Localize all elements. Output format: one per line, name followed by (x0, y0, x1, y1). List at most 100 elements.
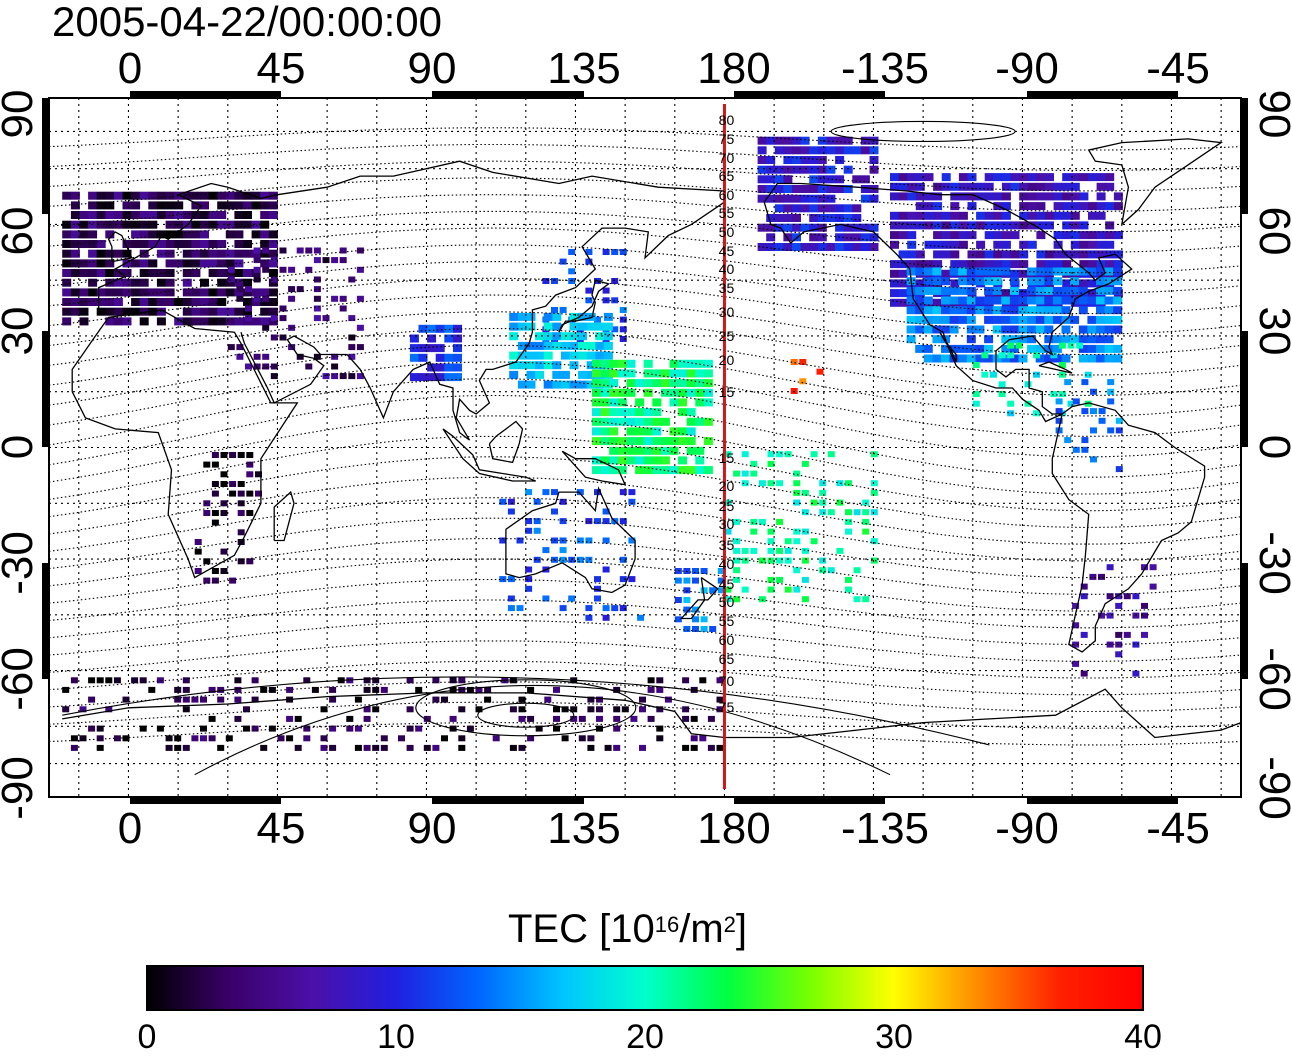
tec-cell (234, 220, 244, 229)
tec-cell (958, 296, 968, 305)
tec-cell (595, 341, 605, 350)
tec-cell (716, 677, 724, 684)
tec-cell (165, 269, 175, 277)
tec-cell (331, 295, 339, 302)
tec-cell (924, 221, 934, 230)
tec-cell (88, 725, 96, 732)
tec-cell (1036, 250, 1046, 259)
tec-cell (517, 341, 527, 350)
tec-cell (234, 249, 244, 258)
magnetic-label-south: 55 (719, 613, 735, 629)
tec-cell (907, 182, 917, 191)
tec-cell (1106, 593, 1114, 600)
tec-cell (703, 437, 713, 446)
tec-cell (682, 715, 690, 722)
tec-cell (695, 446, 705, 455)
tec-cell (418, 344, 428, 353)
tec-cell (79, 706, 87, 713)
tec-cell (836, 499, 844, 506)
tec-cell (941, 221, 951, 230)
tec-cell (984, 315, 994, 324)
colorbar (146, 965, 1144, 1011)
tec-cell (148, 201, 158, 210)
tec-cell (70, 269, 80, 277)
tec-cell (826, 243, 836, 251)
tec-cell (1149, 564, 1157, 571)
tec-cell (551, 307, 558, 313)
tec-cell (1010, 173, 1020, 182)
lon-tick-bottom: 45 (257, 804, 306, 853)
tec-cell (1096, 296, 1105, 305)
tec-cell (182, 269, 192, 277)
tec-cell (630, 715, 638, 722)
tec-cell (1044, 306, 1054, 315)
tec-cell (245, 305, 252, 312)
tec-cell (372, 744, 380, 751)
tec-cell (139, 220, 149, 229)
tec-cell (793, 538, 801, 545)
tec-cell (191, 230, 201, 239)
tec-cell (733, 547, 741, 554)
tec-cell (270, 276, 278, 283)
tec-cell (733, 470, 741, 477)
tec-cell (122, 307, 132, 316)
tec-cell (509, 370, 519, 379)
tec-cell (234, 288, 244, 297)
magnetic-latitude-line (48, 415, 1242, 495)
tec-cell (148, 240, 158, 248)
tec-cell (139, 317, 149, 326)
tec-cell (915, 192, 925, 201)
tec-cell (1113, 231, 1123, 240)
tec-cell (339, 257, 347, 264)
tec-cell (792, 165, 801, 174)
tec-cell (551, 278, 558, 284)
tec-cell (139, 211, 149, 219)
tec-cell (415, 686, 423, 693)
frame-bar-right (1241, 331, 1248, 447)
tec-cell (1001, 315, 1011, 324)
tec-cell (669, 398, 679, 407)
tec-cell (683, 597, 691, 603)
tec-cell (923, 354, 933, 363)
tec-cell (518, 706, 526, 713)
tec-cell (602, 249, 610, 255)
tec-cell (1067, 342, 1075, 349)
colorbar-tick-0: 0 (137, 1018, 157, 1056)
tec-region-12 (499, 489, 645, 621)
tec-cell (594, 518, 601, 525)
tec-cell (552, 312, 562, 321)
tec-cell (1087, 335, 1097, 344)
tec-cell (113, 220, 123, 229)
tec-cell (992, 325, 1002, 334)
tec-cell (835, 204, 845, 213)
tec-cell (1058, 391, 1066, 397)
tec-cell (1001, 260, 1011, 269)
tec-cell (692, 626, 699, 632)
tec-cell (251, 269, 261, 277)
tec-cell (303, 735, 311, 742)
tec-cell (313, 295, 321, 302)
tec-cell (1052, 286, 1062, 295)
tec-cell (958, 231, 968, 240)
tec-cell (975, 296, 985, 305)
tec-cell (270, 373, 278, 380)
tec-cell (1087, 325, 1097, 334)
magnetic-latitude-line (48, 578, 1242, 629)
lat-tick-left: 30 (0, 307, 42, 356)
tec-cell (1061, 286, 1071, 295)
tec-cell (660, 417, 670, 426)
tec-cell (243, 307, 252, 316)
tec-cell (543, 361, 553, 370)
tec-cell (976, 221, 986, 230)
tec-cell (1018, 306, 1028, 315)
tec-cell (766, 214, 776, 222)
tec-cell (1044, 335, 1054, 344)
tec-cell (122, 696, 130, 703)
tec-cell (660, 466, 670, 475)
tec-cell (792, 223, 801, 232)
lon-tick-bottom: 180 (697, 804, 770, 853)
tec-cell (234, 269, 244, 277)
tec-cell (444, 373, 454, 382)
tec-cell (62, 298, 72, 306)
tec-cell (652, 456, 662, 465)
